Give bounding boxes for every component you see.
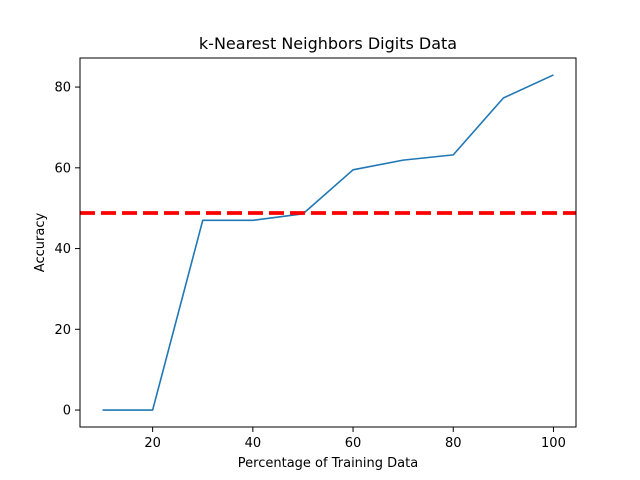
y-axis-label: Accuracy [33, 213, 48, 273]
chart-title: k-Nearest Neighbors Digits Data [199, 34, 457, 53]
x-axis-label: Percentage of Training Data [238, 456, 418, 471]
x-tick-label: 80 [445, 436, 462, 451]
x-tick-label: 20 [144, 436, 161, 451]
y-axis: 0 20 40 60 80 [54, 81, 80, 419]
plot-content [80, 74, 576, 411]
x-tick-label: 40 [245, 436, 262, 451]
series-line-0 [102, 74, 554, 411]
y-tick-label: 80 [54, 81, 71, 96]
y-tick-label: 40 [54, 242, 71, 257]
x-axis: 20 40 60 80 100 [144, 427, 566, 451]
x-tick-label: 60 [345, 436, 362, 451]
y-tick-label: 0 [63, 404, 71, 419]
x-tick-label: 100 [541, 436, 566, 451]
y-tick-label: 60 [54, 161, 71, 176]
y-tick-label: 20 [54, 323, 71, 338]
plot-frame [79, 57, 577, 428]
